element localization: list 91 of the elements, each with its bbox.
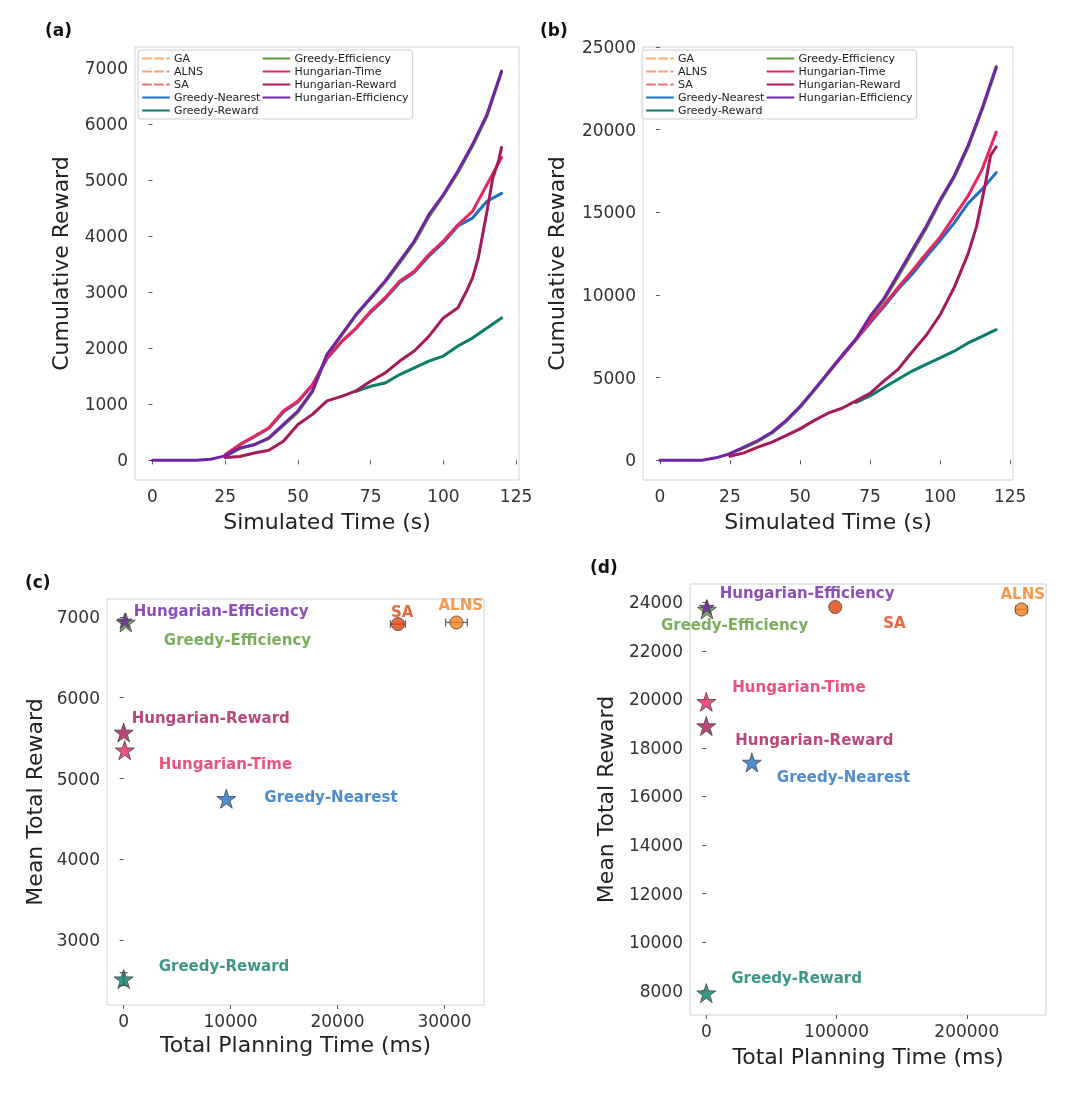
x-tick-label: 125 [993, 485, 1027, 506]
y-tick-label: 12000 [628, 883, 683, 904]
y-tick-label: 16000 [628, 786, 683, 807]
series-label: SA [390, 603, 414, 622]
y-tick-label: 0 [625, 450, 636, 471]
y-tick-label: 10000 [581, 285, 636, 305]
y-tick-label: 4000 [84, 226, 128, 247]
y-tick-label: 5000 [592, 367, 636, 388]
y-tick-label: 24000 [628, 592, 683, 613]
series-label: Hungarian-Reward [131, 709, 290, 728]
y-tick-label: 2000 [84, 338, 128, 359]
y-tick-label: 5000 [56, 768, 100, 789]
y-tick-label: 20000 [628, 689, 683, 710]
x-tick-label: 50 [789, 485, 811, 506]
x-tick-label: 20000 [310, 1010, 365, 1031]
legend-label: ALNS [174, 65, 203, 78]
legend-label: Greedy-Nearest [678, 91, 766, 104]
y-tick-label: 3000 [84, 282, 128, 303]
y-tick-label: 14000 [628, 835, 683, 856]
x-tick-label: 50 [287, 485, 309, 506]
y-tick-label: 7000 [56, 606, 100, 627]
x-tick-label: 75 [359, 485, 382, 506]
legend-label: SA [678, 78, 694, 91]
x-tick-label: 25 [719, 485, 741, 506]
legend-label: Hungarian-Reward [294, 78, 397, 91]
series-label: Greedy-Nearest [264, 787, 398, 806]
y-tick-label: 0 [117, 450, 128, 471]
y-tick-label: 8000 [639, 980, 683, 1001]
text: SA [883, 614, 907, 633]
y-tick-label: 6000 [56, 687, 100, 708]
legend-label: Greedy-Efficiency [798, 52, 896, 65]
x-axis-title: Total Planning Time (ms) [731, 1043, 1004, 1069]
chart-title: (d) [590, 556, 618, 577]
series-label: Greedy-Reward [731, 969, 862, 988]
series-label: Greedy-Nearest [776, 768, 911, 787]
x-tick-label: 100 [427, 485, 460, 506]
y-tick-label: 18000 [628, 737, 683, 758]
series-label: Greedy-Reward [158, 957, 290, 976]
y-tick-label: 5000 [84, 169, 128, 190]
y-tick-label: 6000 [84, 113, 128, 134]
y-axis-title: Mean Total Reward [22, 698, 48, 906]
series-label: Hungarian-Time [732, 677, 866, 696]
x-tick-label: 100000 [804, 1020, 869, 1041]
y-axis-title: Mean Total Reward [592, 695, 618, 904]
series-label: Hungarian-Efficiency [133, 601, 309, 620]
series-label: ALNS [1000, 585, 1046, 604]
text: Greedy-Efficiency [163, 631, 312, 650]
legend-label: Hungarian-Reward [798, 78, 901, 91]
legend-label: Hungarian-Time [798, 65, 886, 78]
chart-title: (a) [45, 19, 73, 40]
series-label: ALNS [438, 596, 483, 615]
series-label: Hungarian-Time [158, 755, 293, 774]
legend-label: Hungarian-Efficiency [294, 91, 410, 104]
x-axis-title: Simulated Time (s) [223, 508, 431, 534]
legend-label: Greedy-Reward [678, 104, 763, 117]
x-axis-title: Simulated Time (s) [724, 508, 932, 534]
legend-label: Greedy-Efficiency [294, 52, 392, 65]
x-tick-label: 10000 [203, 1010, 258, 1031]
legend-label: SA [174, 78, 190, 91]
x-tick-label: 125 [499, 485, 533, 506]
y-tick-label: 10000 [628, 932, 683, 953]
y-tick-label: 1000 [84, 394, 128, 415]
y-tick-label: 15000 [581, 202, 636, 223]
legend-label: Greedy-Reward [174, 104, 259, 117]
legend-label: Hungarian-Time [294, 65, 382, 78]
y-tick-label: 7000 [84, 57, 128, 78]
legend-label: Greedy-Nearest [174, 91, 262, 104]
x-axis-title: Total Planning Time (ms) [158, 1032, 432, 1058]
x-tick-label: 30000 [417, 1010, 472, 1031]
legend-label: GA [174, 52, 191, 65]
legend-label: GA [678, 52, 695, 65]
legend-label: ALNS [678, 65, 707, 78]
y-tick-label: 25000 [581, 37, 636, 57]
series-label: Hungarian-Reward [735, 731, 894, 750]
x-tick-label: 75 [859, 485, 881, 506]
x-tick-label: 200000 [934, 1020, 1000, 1041]
x-tick-label: 0 [700, 1020, 712, 1041]
x-tick-label: 100 [923, 485, 957, 506]
x-tick-label: 25 [214, 485, 236, 506]
x-tick-label: 0 [147, 485, 158, 506]
chart-title: (c) [25, 571, 51, 592]
y-tick-label: 4000 [56, 849, 100, 870]
y-tick-label: 3000 [56, 930, 100, 951]
y-tick-label: 20000 [581, 119, 636, 140]
chart-title: (b) [540, 19, 568, 40]
y-axis-title: Cumulative Reward [47, 156, 73, 371]
y-tick-label: 22000 [628, 640, 683, 661]
y-axis-title: Cumulative Reward [543, 156, 569, 371]
series-label: Hungarian-Efficiency [719, 584, 895, 603]
series-label: Greedy-Efficiency [660, 616, 809, 635]
legend-label: Hungarian-Efficiency [798, 91, 914, 104]
